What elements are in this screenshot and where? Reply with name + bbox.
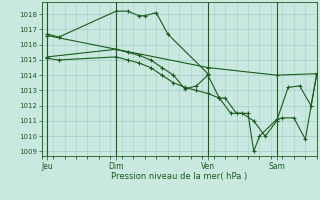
X-axis label: Pression niveau de la mer( hPa ): Pression niveau de la mer( hPa ) [111, 172, 247, 181]
